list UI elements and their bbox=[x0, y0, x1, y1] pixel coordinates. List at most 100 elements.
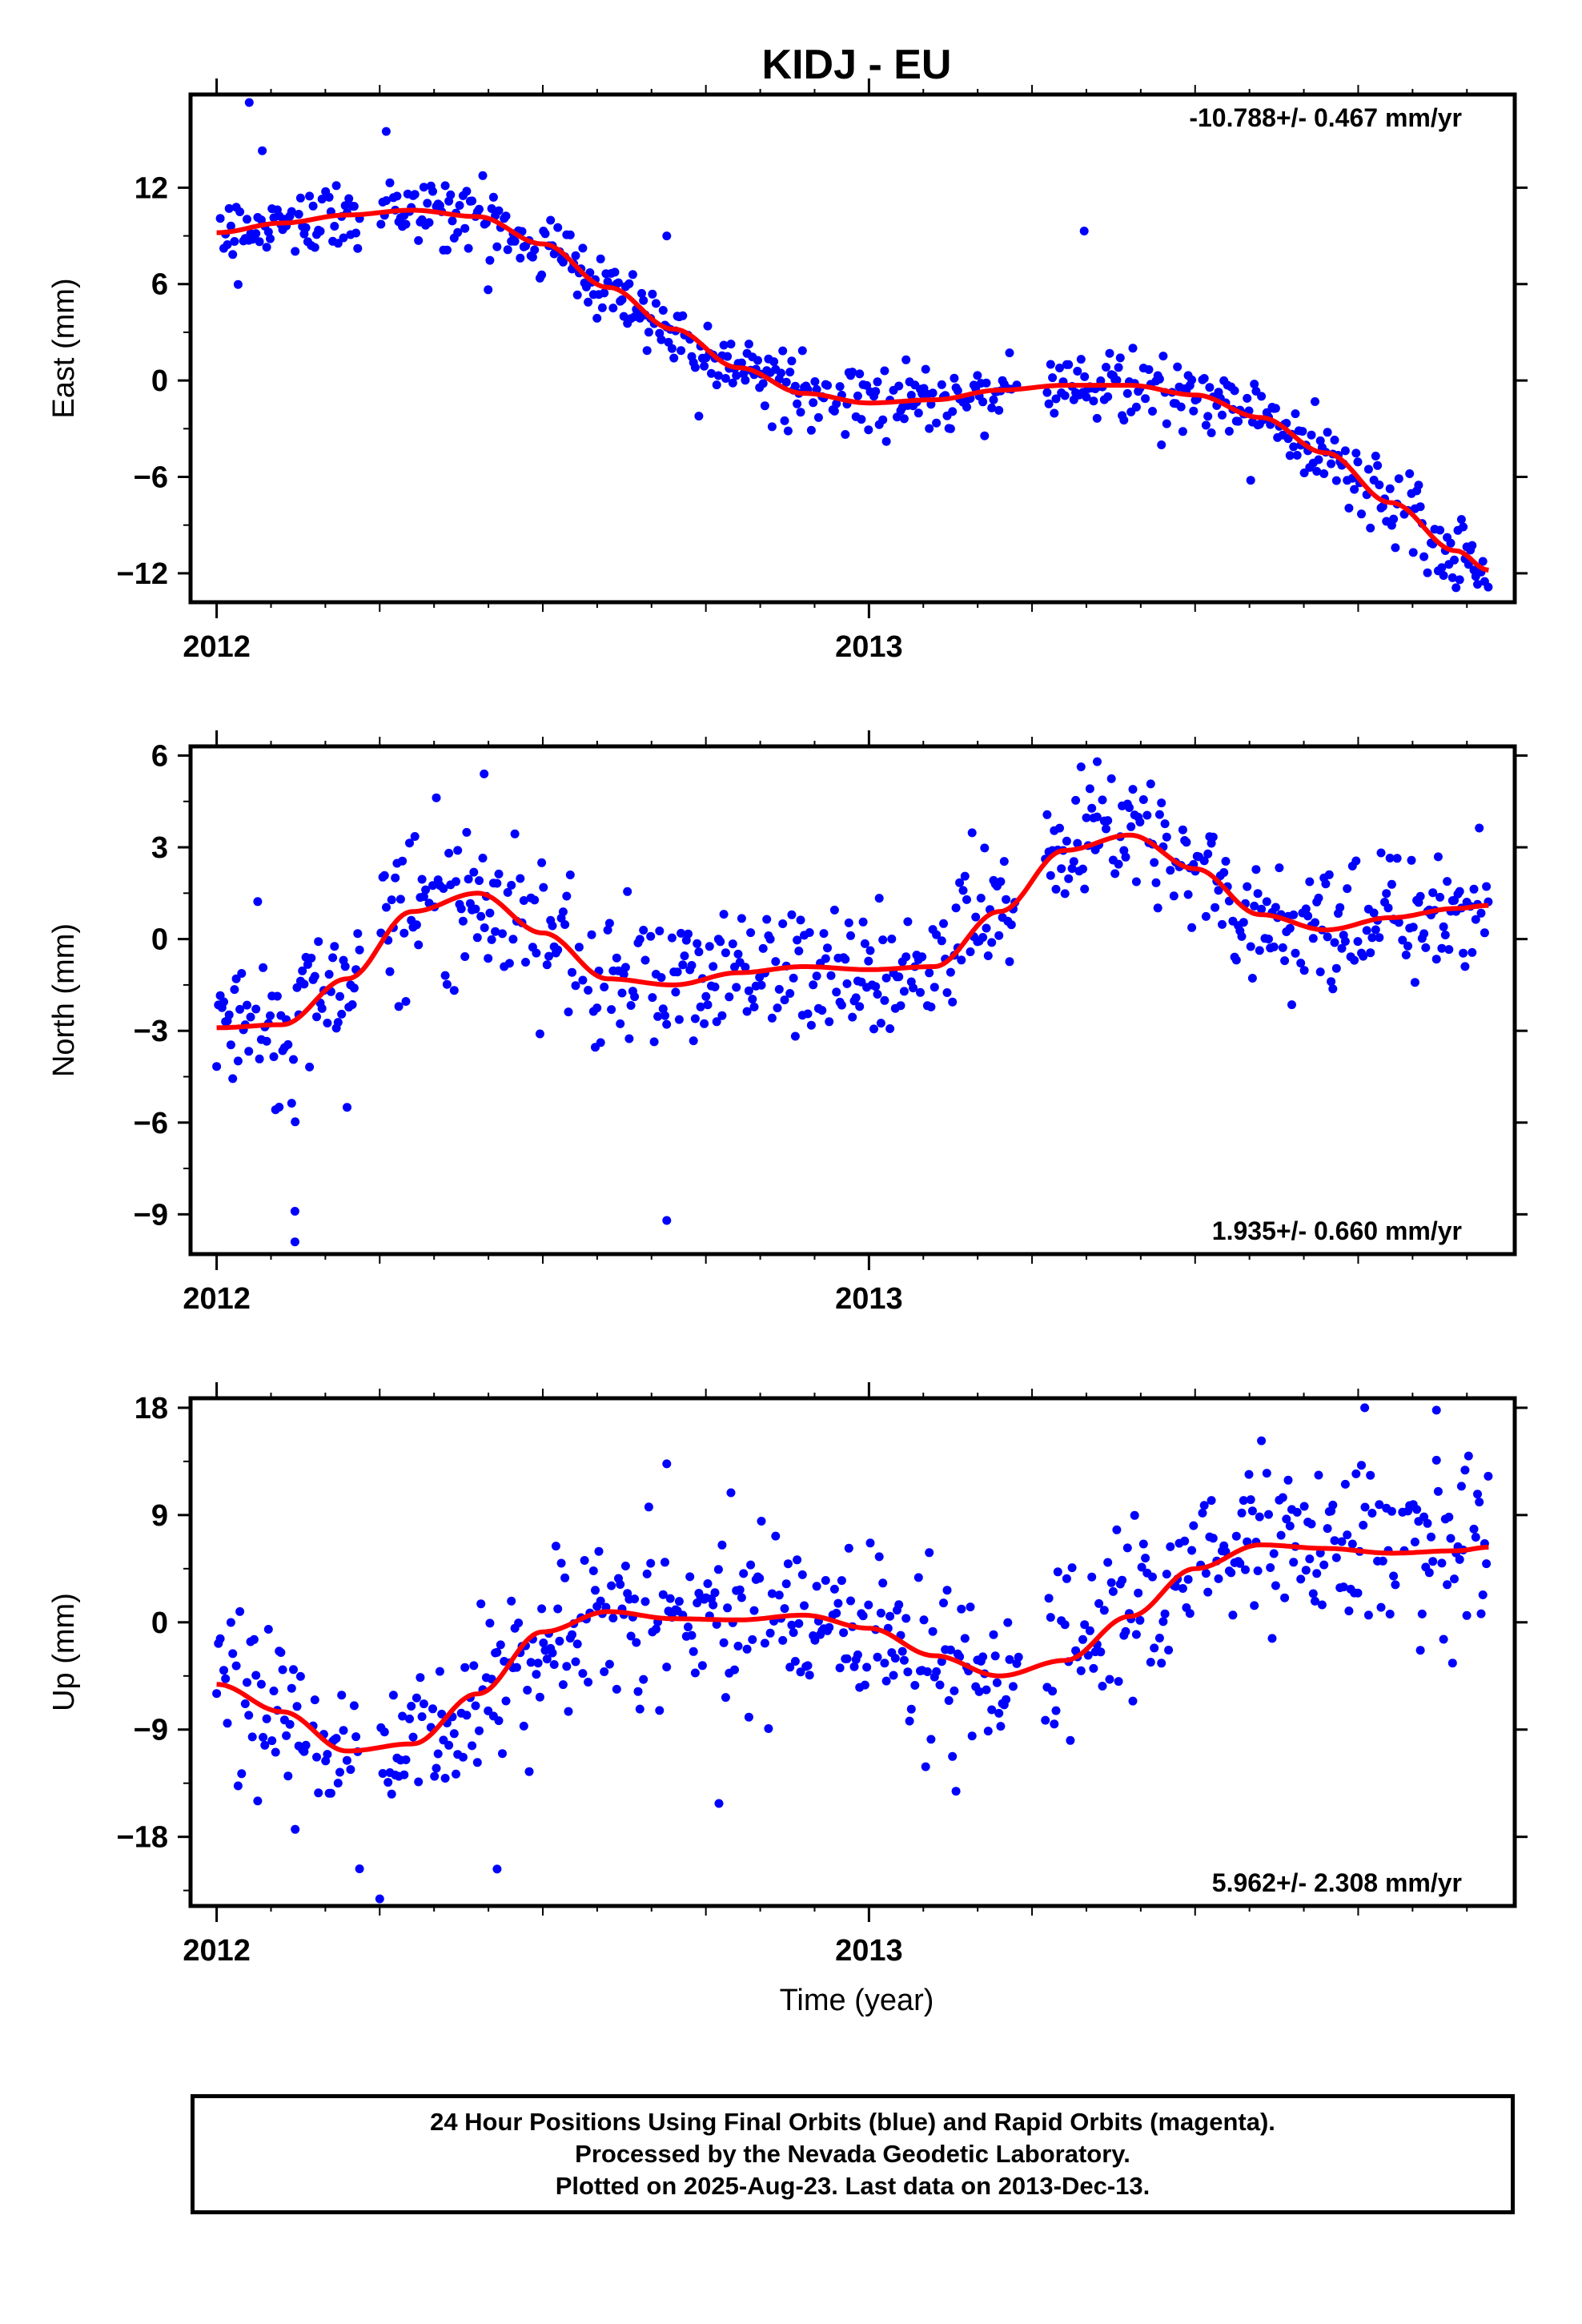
up-data-point bbox=[730, 1665, 739, 1675]
east-data-point bbox=[1484, 582, 1493, 592]
east-data-point bbox=[777, 368, 785, 378]
up-data-point bbox=[533, 1659, 543, 1668]
up-data-point bbox=[1087, 1572, 1097, 1582]
up-data-point bbox=[1276, 1530, 1286, 1540]
north-data-point bbox=[851, 993, 861, 1003]
east-data-point bbox=[901, 355, 911, 364]
up-outlier-point bbox=[714, 1799, 724, 1808]
north-data-point bbox=[762, 915, 772, 924]
up-data-point bbox=[749, 1606, 759, 1615]
east-data-point bbox=[1114, 363, 1123, 372]
east-data-point bbox=[1162, 419, 1171, 428]
up-data-point bbox=[735, 1585, 745, 1594]
east-data-point bbox=[333, 239, 343, 248]
north-data-point bbox=[1382, 889, 1391, 899]
up-data-point bbox=[829, 1584, 839, 1594]
up-data-point bbox=[215, 1634, 225, 1643]
up-data-point bbox=[1112, 1525, 1122, 1534]
east-xtick-label: 2012 bbox=[183, 630, 251, 664]
north-data-point bbox=[230, 985, 239, 995]
up-data-point bbox=[276, 1648, 286, 1657]
east-ytick-label: −12 bbox=[117, 557, 168, 591]
north-data-point bbox=[1330, 938, 1339, 947]
north-data-point bbox=[960, 871, 970, 881]
up-data-point bbox=[452, 1769, 460, 1779]
east-data-point bbox=[1246, 476, 1255, 485]
north-data-point bbox=[1303, 911, 1313, 921]
up-data-point bbox=[228, 1649, 238, 1659]
up-data-point bbox=[259, 1732, 268, 1742]
up-data-point bbox=[251, 1671, 261, 1680]
up-data-point bbox=[1391, 1580, 1400, 1590]
east-data-point bbox=[780, 416, 789, 425]
up-data-point bbox=[873, 1652, 882, 1662]
east-data-point bbox=[732, 371, 741, 380]
north-data-point bbox=[1407, 855, 1416, 865]
up-data-point bbox=[1246, 1495, 1255, 1505]
north-data-point bbox=[1291, 948, 1300, 958]
north-data-point bbox=[568, 967, 576, 977]
up-data-point bbox=[1157, 1659, 1166, 1668]
up-data-point bbox=[1003, 1618, 1013, 1627]
up-data-point bbox=[1048, 1687, 1058, 1696]
north-data-point bbox=[1138, 795, 1148, 804]
north-data-point bbox=[916, 987, 925, 997]
east-data-point bbox=[488, 192, 498, 202]
north-data-point bbox=[299, 979, 309, 989]
north-data-point bbox=[235, 1004, 245, 1014]
up-data-point bbox=[437, 1709, 447, 1719]
up-outlier-point bbox=[1431, 1405, 1441, 1415]
east-rate-label: -10.788+/- 0.467 mm/yr bbox=[1189, 103, 1462, 132]
north-data-point bbox=[1253, 889, 1263, 899]
up-data-point bbox=[1009, 1682, 1018, 1691]
north-data-point bbox=[1080, 884, 1090, 894]
north-data-point bbox=[903, 917, 913, 927]
up-data-point bbox=[697, 1661, 707, 1671]
up-data-point bbox=[419, 1699, 428, 1709]
east-data-point bbox=[1080, 372, 1090, 381]
up-data-point bbox=[744, 1712, 753, 1722]
east-data-point bbox=[1419, 552, 1429, 561]
up-data-point bbox=[906, 1704, 916, 1714]
north-data-point bbox=[382, 903, 391, 912]
up-data-point bbox=[1378, 1556, 1387, 1566]
north-data-point bbox=[492, 879, 502, 888]
up-data-point bbox=[432, 1763, 441, 1773]
east-data-point bbox=[1243, 393, 1252, 403]
east-data-point bbox=[223, 240, 232, 249]
east-data-point bbox=[537, 270, 547, 279]
up-data-point bbox=[1328, 1500, 1338, 1510]
north-data-point bbox=[1428, 888, 1438, 898]
east-data-point bbox=[848, 368, 857, 377]
north-data-point bbox=[1064, 874, 1074, 883]
up-data-point bbox=[283, 1771, 293, 1781]
east-data-point bbox=[783, 426, 793, 436]
up-data-point bbox=[414, 1777, 424, 1787]
up-rate-label: 5.962+/- 2.308 mm/yr bbox=[1212, 1868, 1462, 1897]
north-data-point bbox=[880, 995, 889, 1005]
up-data-point bbox=[607, 1581, 616, 1590]
up-data-point bbox=[514, 1618, 524, 1628]
up-data-point bbox=[778, 1635, 788, 1645]
up-data-point bbox=[640, 1597, 650, 1606]
north-data-point bbox=[1431, 955, 1441, 964]
east-data-point bbox=[873, 377, 882, 387]
north-data-point bbox=[1419, 929, 1429, 939]
up-data-point bbox=[721, 1693, 730, 1703]
east-data-point bbox=[932, 418, 942, 428]
up-data-point bbox=[1314, 1470, 1323, 1480]
north-outlier-point bbox=[290, 1207, 299, 1216]
east-data-point bbox=[1046, 360, 1055, 369]
north-ytick-label: −6 bbox=[134, 1107, 168, 1140]
north-data-point bbox=[803, 1009, 813, 1019]
east-data-point bbox=[1330, 436, 1339, 444]
north-data-point bbox=[1269, 942, 1279, 951]
up-data-point bbox=[1455, 1554, 1464, 1564]
up-data-point bbox=[1366, 1470, 1375, 1480]
north-data-point bbox=[480, 923, 489, 932]
up-data-point bbox=[1228, 1610, 1238, 1620]
up-data-point bbox=[713, 1565, 723, 1574]
east-data-point bbox=[610, 267, 620, 277]
east-data-point bbox=[251, 229, 261, 239]
north-data-point bbox=[620, 963, 630, 972]
